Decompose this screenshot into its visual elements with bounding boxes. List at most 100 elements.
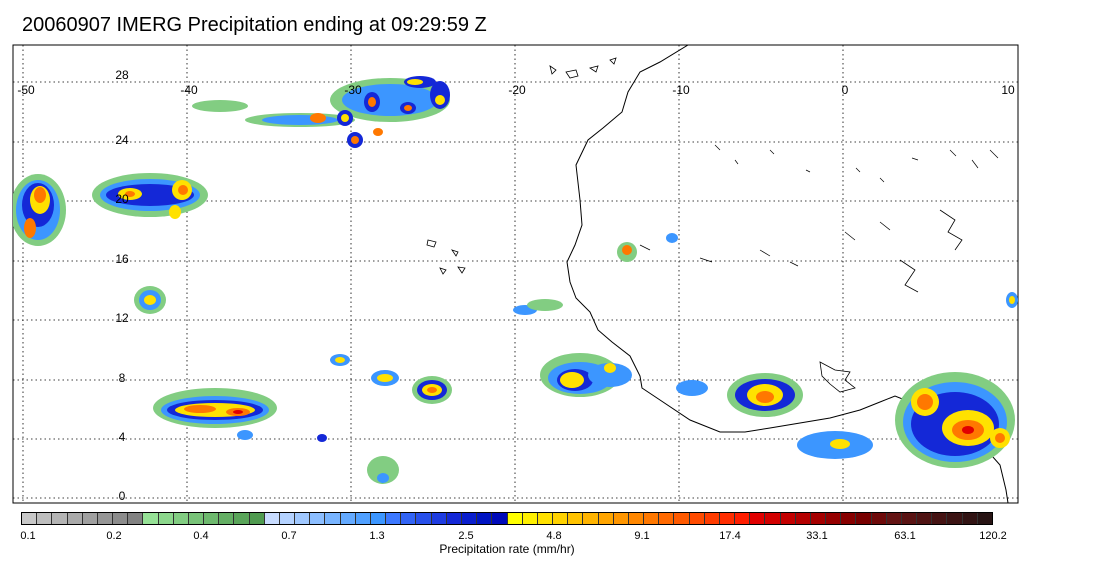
colorbar-swatch [219,513,235,524]
colorbar-swatch [689,513,705,524]
colorbar-swatch [962,513,978,524]
colorbar-tick-label: 9.1 [634,530,650,542]
precip-cells-8n-30w [317,354,452,484]
lon-label: 0 [842,83,849,97]
colorbar-swatch [204,513,220,524]
precip-cell-6n-3w [676,373,873,459]
colorbar-swatch [901,513,918,524]
colorbar-tick-label: 4.8 [546,530,562,542]
lat-label: 28 [115,68,129,82]
colorbar-swatch [613,513,629,524]
colorbar-swatch [234,513,250,524]
colorbar-tick-label: 17.4 [719,530,741,542]
colorbar-swatch [249,513,265,524]
lat-label: 20 [115,192,129,206]
colorbar-tick-label: 63.1 [894,530,916,542]
precip-band-26n-30w [192,76,450,148]
colorbar-swatch [810,513,827,524]
colorbar-swatch [750,513,766,524]
colorbar-swatch [279,513,296,524]
lon-label: -30 [344,83,362,97]
colorbar-swatch [917,513,933,524]
colorbar-swatch [113,513,129,524]
colorbar-swatch [765,513,781,524]
colorbar-swatch [386,513,402,524]
colorbar-swatch [22,513,38,524]
colorbar-tick-label: 33.1 [806,530,828,542]
lake-volta-outline [819,361,856,393]
colorbar-swatch [628,513,645,524]
colorbar-swatch [886,513,902,524]
colorbar-swatch [52,513,68,524]
precip-cell-5n-8e [895,292,1018,468]
lon-label: -10 [672,83,690,97]
colorbar-swatch [507,513,523,524]
colorbar-swatch [492,513,508,524]
colorbar-swatch [644,513,660,524]
colorbar-swatch [295,513,311,524]
colorbar-swatch [97,513,114,524]
colorbar-swatch [325,513,341,524]
colorbar-swatch [401,513,417,524]
colorbar-swatch [598,513,614,524]
colorbar-tick-label: 2.5 [458,530,474,542]
colorbar-swatch [856,513,872,524]
colorbar [21,512,993,525]
colorbar-swatch [310,513,326,524]
cape-verde-islands [426,239,466,275]
precip-cell-8n-14w [513,233,678,397]
colorbar-swatch [340,513,356,524]
lon-label: -50 [17,83,35,97]
lat-label: 8 [119,371,126,385]
inland-water-features [639,144,999,267]
map-title: 20060907 IMERG Precipitation ending at 0… [22,14,487,36]
colorbar-swatch [583,513,599,524]
colorbar-swatch [173,513,189,524]
colorbar-swatch [568,513,584,524]
colorbar-swatch [674,513,690,524]
niger-delta-outline [899,209,963,293]
colorbar-swatch [795,513,811,524]
colorbar-tick-label: 0.2 [106,530,122,542]
colorbar-swatch [704,513,720,524]
colorbar-swatch [826,513,842,524]
colorbar-swatch [82,513,98,524]
colorbar-tick-label: 120.2 [979,530,1007,542]
colorbar-swatch [416,513,432,524]
colorbar-swatch [188,513,205,524]
map-frame [12,44,1019,504]
precip-cell-west-edge [13,174,66,246]
lat-label: 4 [119,430,126,444]
precip-cell-22n-42w [92,173,208,219]
colorbar-swatch [537,513,554,524]
colorbar-label: Precipitation rate (mm/hr) [439,542,575,556]
colorbar-swatch [553,513,569,524]
colorbar-swatch [841,513,857,524]
colorbar-tick-label: 0.7 [281,530,297,542]
colorbar-swatch [871,513,887,524]
colorbar-swatch [67,513,83,524]
colorbar-swatch [461,513,478,524]
colorbar-tick-label: 0.1 [20,530,36,542]
colorbar-swatch [522,513,538,524]
colorbar-swatch [264,513,280,524]
colorbar-swatch [158,513,174,524]
lat-label: 16 [115,252,129,266]
colorbar-swatch [355,513,371,524]
colorbar-swatch [780,513,796,524]
colorbar-swatch [37,513,53,524]
lon-label: -20 [508,83,526,97]
colorbar-swatch [431,513,447,524]
colorbar-swatch [659,513,675,524]
colorbar-swatch [143,513,159,524]
colorbar-swatch [977,513,992,524]
colorbar-swatch [446,513,462,524]
precip-band-6n-38w [153,388,277,440]
lat-label: 24 [115,133,129,147]
lat-label: 12 [115,311,129,325]
colorbar-swatch [477,513,493,524]
colorbar-swatch [932,513,948,524]
latitude-labels: 0 4 8 12 16 20 24 28 [115,68,129,503]
colorbar-swatch [719,513,736,524]
colorbar-swatch [370,513,387,524]
